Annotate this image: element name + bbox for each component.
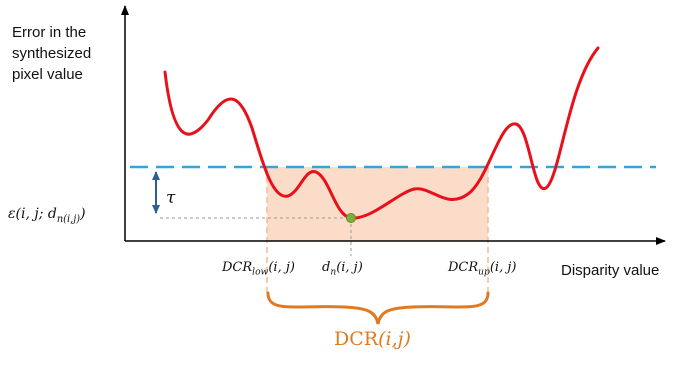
y-axis-label-line: Error in the	[12, 24, 87, 41]
y-axis-label: Error in the synthesized pixel value	[12, 22, 132, 85]
dcr-bottom-base: DCR	[334, 328, 379, 350]
tau-label: τ	[166, 188, 176, 208]
y-axis-label-line: synthesized	[12, 45, 92, 62]
dcr-bottom-label: DCR(i,j)	[334, 328, 411, 350]
epsilon-label: ε(i, j; dn(i,j))	[8, 206, 86, 225]
dcr-up-base: DCR	[448, 260, 479, 275]
dcr-shaded-region	[267, 167, 488, 241]
y-axis-label-line: pixel value	[12, 66, 83, 83]
dcr-low-label: DCRlow(i, j)	[222, 260, 295, 278]
epsilon-label-sub: n(i,j)	[56, 213, 81, 225]
minimum-point	[346, 213, 356, 223]
dcr-low-tail: (i, j)	[268, 260, 295, 275]
epsilon-label-tail: )	[80, 206, 86, 222]
epsilon-label-base: ε(i, j; d	[8, 206, 57, 222]
dcr-up-label: DCRup(i, j)	[448, 260, 516, 278]
dcr-up-sub: up	[478, 267, 490, 278]
dn-tail: (i, j)	[336, 260, 363, 275]
dn-label: dn(i, j)	[322, 260, 363, 278]
dcr-low-base: DCR	[222, 260, 253, 275]
dcr-bottom-arg: (i,j)	[378, 328, 411, 350]
dcr-low-sub: low	[252, 267, 269, 278]
dn-base: d	[322, 260, 331, 275]
dcr-up-tail: (i, j)	[489, 260, 517, 275]
dn-sub: n	[330, 267, 337, 278]
x-axis-label: Disparity value	[561, 262, 660, 279]
dcr-curly-brace	[266, 291, 490, 325]
